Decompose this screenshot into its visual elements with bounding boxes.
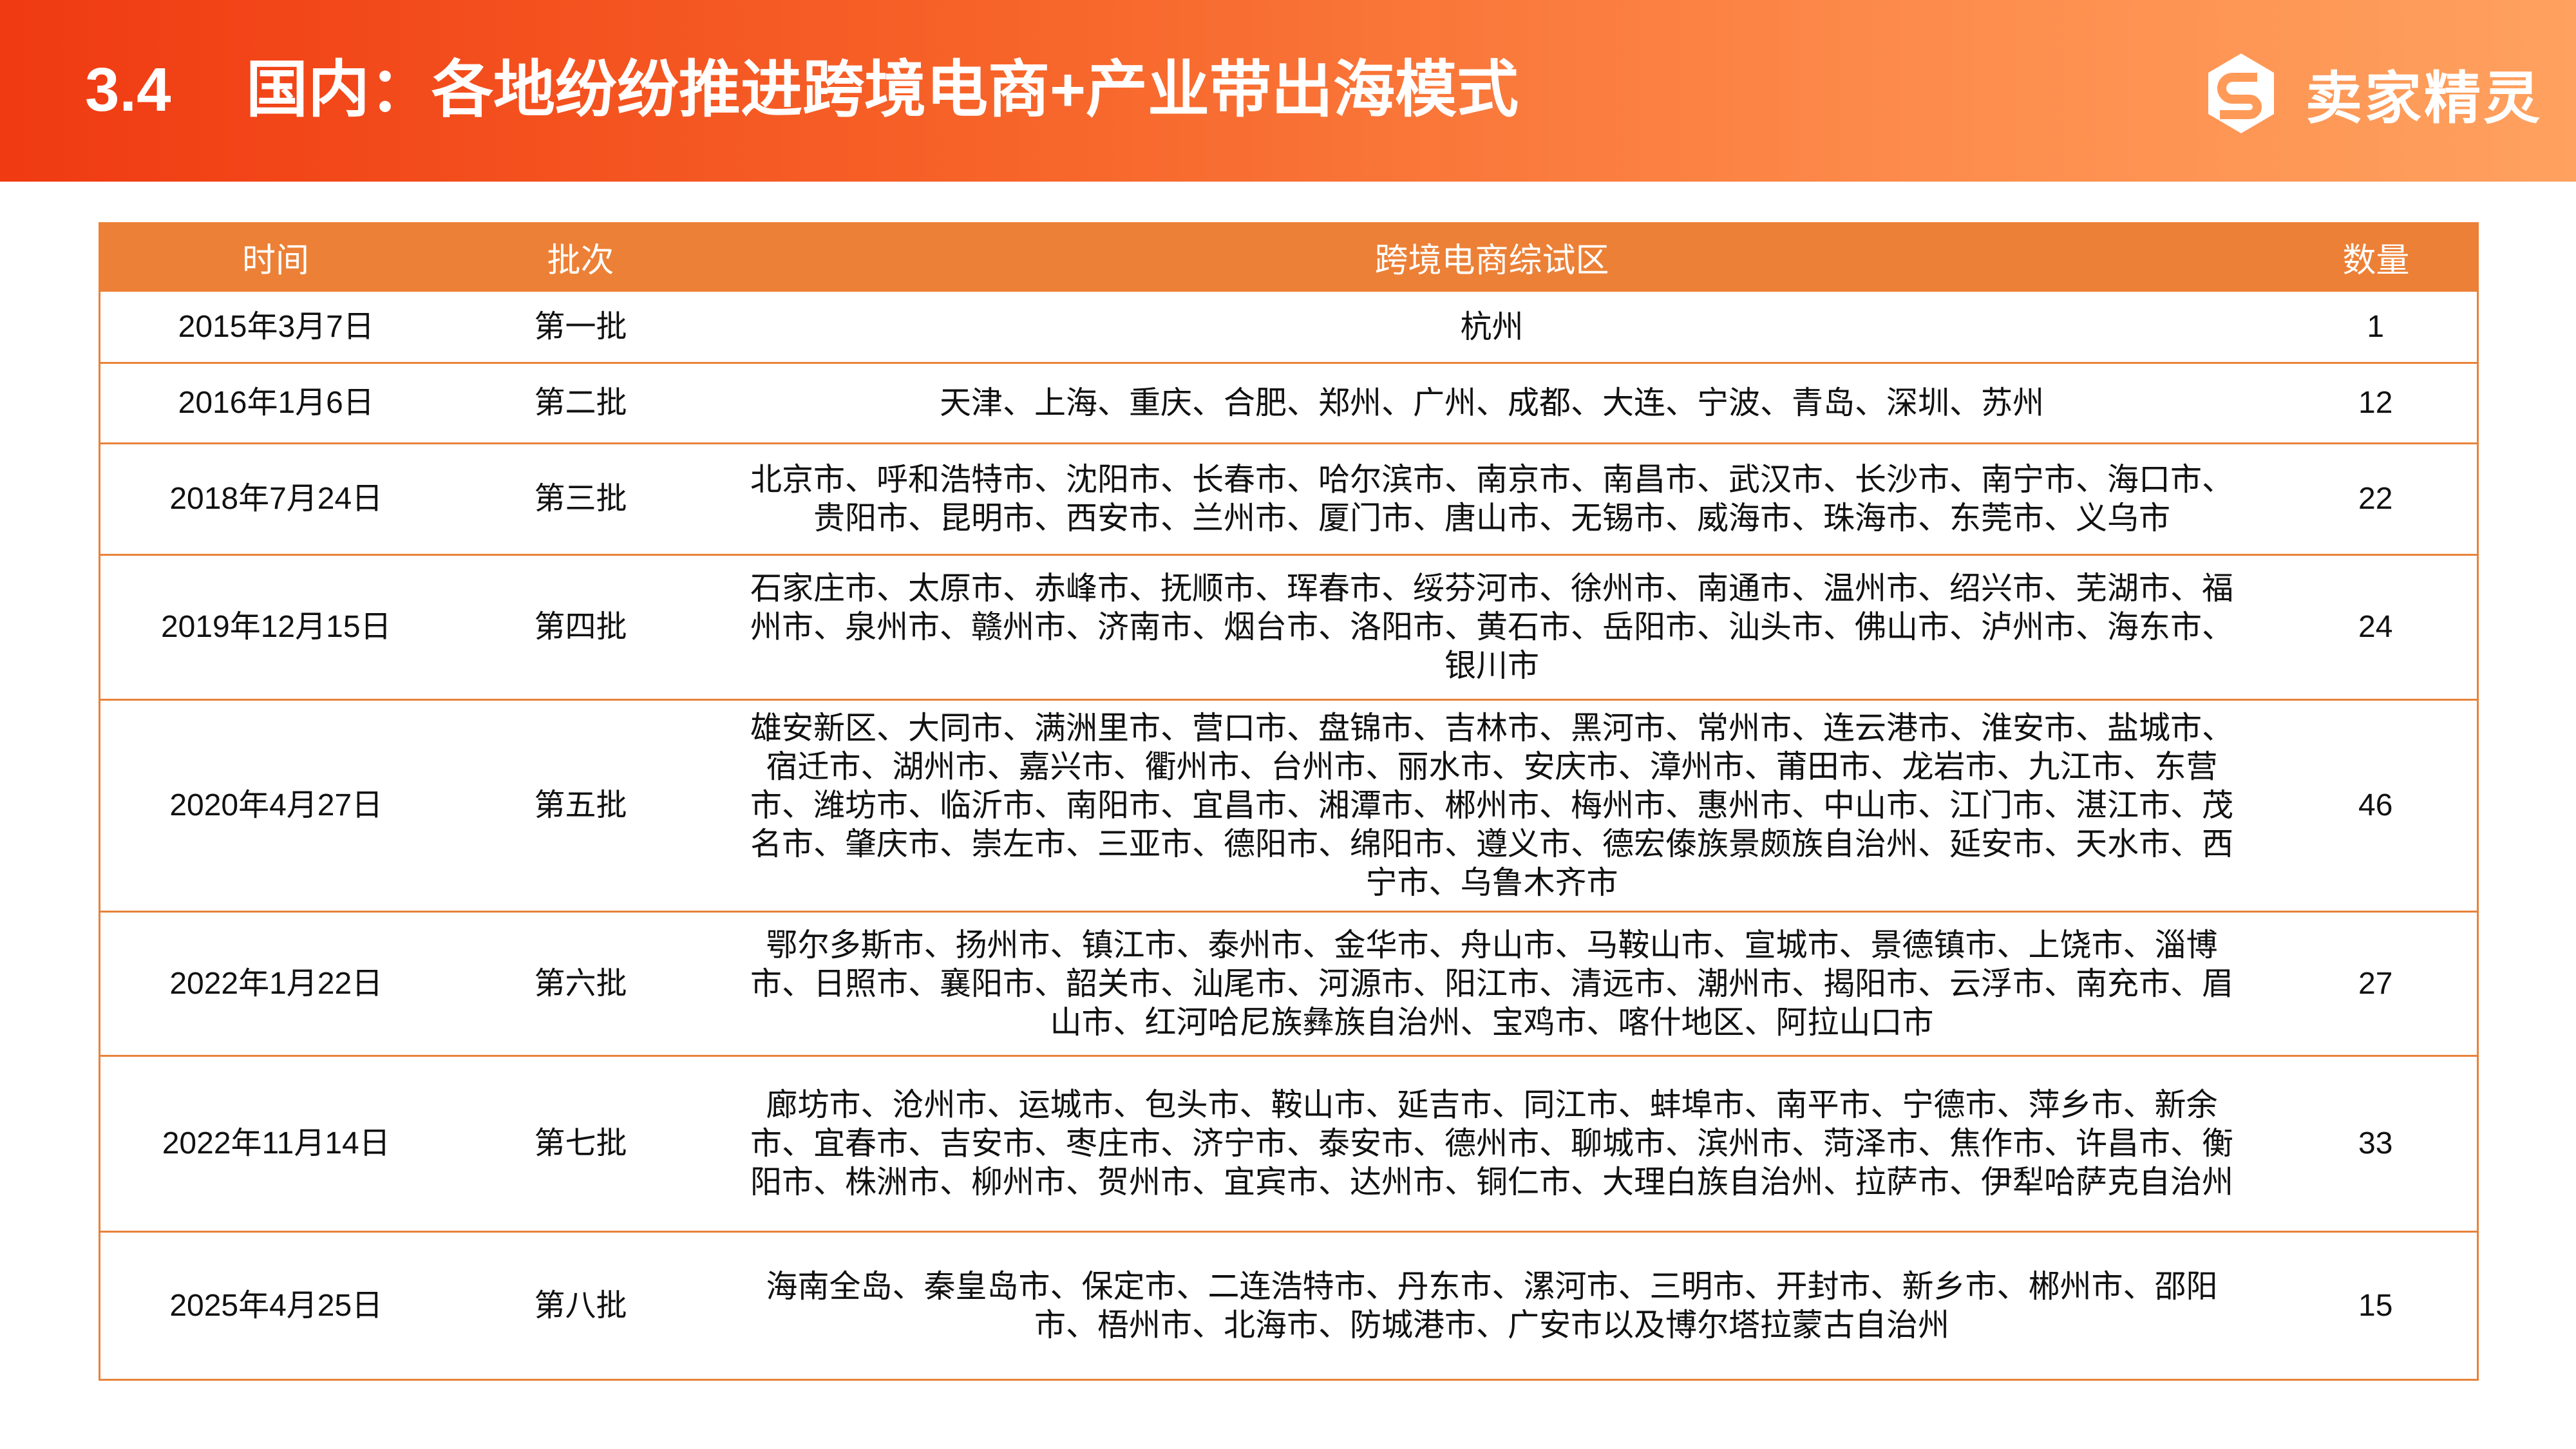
title-text: 国内：各地纷纷推进跨境电商+产业带出海模式 <box>246 55 1519 124</box>
date-cell: 2020年4月27日 <box>99 699 452 913</box>
count-cell: 22 <box>2274 442 2479 556</box>
zones-text: 海南全岛、秦皇岛市、保定市、二连浩特市、丹东市、漯河市、三明市、开封市、新乡市、… <box>766 1269 2218 1343</box>
count-cell: 24 <box>2274 554 2479 701</box>
zones-cell: 天津、上海、重庆、合肥、郑州、广州、成都、大连、宁波、青岛、深圳、苏州 <box>709 362 2275 444</box>
zones-cell: 鄂尔多斯市、扬州市、镇江市、泰州市、金华市、舟山市、马鞍山市、宣城市、景德镇市、… <box>709 911 2275 1057</box>
table-row: 2018年7月24日 第三批 北京市、呼和浩特市、沈阳市、长春市、哈尔滨市、南京市、… <box>99 442 2479 556</box>
date-cell: 2016年1月6日 <box>99 362 452 444</box>
batch-cell: 第八批 <box>451 1231 710 1381</box>
date-cell: 2025年4月25日 <box>99 1231 452 1381</box>
pilot-zones-table: 时间 批次 跨境电商综试区 数量 2015年3月7日 第一批 杭州 1 2016年1月6… <box>99 222 2479 1381</box>
page-title: 3.4 国内：各地纷纷推进跨境电商+产业带出海模式 <box>85 52 1519 129</box>
count-cell: 1 <box>2274 290 2479 364</box>
zones-text: 雄安新区、大同市、满洲里市、营口市、盘锦市、吉林市、黑河市、常州市、连云港市、淮… <box>750 711 2233 900</box>
table-row: 2025年4月25日 第八批 海南全岛、秦皇岛市、保定市、二连浩特市、丹东市、漯河市… <box>99 1231 2479 1381</box>
table-row: 2020年4月27日 第五批 雄安新区、大同市、满洲里市、营口市、盘锦市、吉林市、黑… <box>99 699 2479 913</box>
zones-cell: 杭州 <box>709 290 2275 364</box>
column-header-batch: 批次 <box>451 222 710 292</box>
batch-cell: 第六批 <box>451 911 710 1057</box>
zones-cell: 北京市、呼和浩特市、沈阳市、长春市、哈尔滨市、南京市、南昌市、武汉市、长沙市、南… <box>709 442 2275 556</box>
zones-cell: 石家庄市、太原市、赤峰市、抚顺市、珲春市、绥芬河市、徐州市、南通市、温州市、绍兴… <box>709 554 2275 701</box>
table-header-row: 时间 批次 跨境电商综试区 数量 <box>99 222 2479 292</box>
date-cell: 2015年3月7日 <box>99 290 452 364</box>
count-cell: 15 <box>2274 1231 2479 1381</box>
batch-cell: 第一批 <box>451 290 710 364</box>
zones-text: 北京市、呼和浩特市、沈阳市、长春市、哈尔滨市、南京市、南昌市、武汉市、长沙市、南… <box>750 462 2233 536</box>
date-cell: 2019年12月15日 <box>99 554 452 701</box>
zones-text: 廊坊市、沧州市、运城市、包头市、鞍山市、延吉市、同江市、蚌埠市、南平市、宁德市、… <box>750 1088 2233 1200</box>
count-cell: 12 <box>2274 362 2479 444</box>
batch-cell: 第五批 <box>451 699 710 913</box>
count-cell: 46 <box>2274 699 2479 913</box>
table-row: 2022年11月14日 第七批 廊坊市、沧州市、运城市、包头市、鞍山市、延吉市、同江… <box>99 1055 2479 1233</box>
logo-text: 卖家精灵 <box>2306 66 2543 130</box>
zones-cell: 廊坊市、沧州市、运城市、包头市、鞍山市、延吉市、同江市、蚌埠市、南平市、宁德市、… <box>709 1055 2275 1233</box>
column-header-zones: 跨境电商综试区 <box>708 222 2275 292</box>
zones-cell: 海南全岛、秦皇岛市、保定市、二连浩特市、丹东市、漯河市、三明市、开封市、新乡市、… <box>709 1231 2275 1381</box>
zones-cell: 雄安新区、大同市、满洲里市、营口市、盘锦市、吉林市、黑河市、常州市、连云港市、淮… <box>709 699 2275 913</box>
date-cell: 2022年1月22日 <box>99 911 452 1057</box>
table-row: 2019年12月15日 第四批 石家庄市、太原市、赤峰市、抚顺市、珲春市、绥芬河市、… <box>99 554 2479 701</box>
zones-text: 天津、上海、重庆、合肥、郑州、广州、成都、大连、宁波、青岛、深圳、苏州 <box>939 386 2044 421</box>
count-cell: 27 <box>2274 911 2479 1057</box>
column-header-count: 数量 <box>2273 222 2479 292</box>
zones-text: 石家庄市、太原市、赤峰市、抚顺市、珲春市、绥芬河市、徐州市、南通市、温州市、绍兴… <box>750 571 2233 683</box>
section-number: 3.4 <box>85 55 171 124</box>
batch-cell: 第七批 <box>451 1055 710 1233</box>
batch-cell: 第二批 <box>451 362 710 444</box>
date-cell: 2018年7月24日 <box>99 442 452 556</box>
table-row: 2015年3月7日 第一批 杭州 1 <box>99 290 2479 364</box>
count-cell: 33 <box>2274 1055 2479 1233</box>
batch-cell: 第三批 <box>451 442 710 556</box>
brand-logo: 卖家精灵 <box>2206 48 2543 138</box>
table-row: 2022年1月22日 第六批 鄂尔多斯市、扬州市、镇江市、泰州市、金华市、舟山市、马… <box>99 911 2479 1057</box>
header-bar: 3.4 国内：各地纷纷推进跨境电商+产业带出海模式 卖家精灵 <box>0 0 2576 182</box>
zones-text: 鄂尔多斯市、扬州市、镇江市、泰州市、金华市、舟山市、马鞍山市、宣城市、景德镇市、… <box>750 927 2233 1040</box>
table-row: 2016年1月6日 第二批 天津、上海、重庆、合肥、郑州、广州、成都、大连、宁波、青… <box>99 362 2479 444</box>
hexagon-s-logo-icon <box>2208 53 2274 133</box>
batch-cell: 第四批 <box>451 554 710 701</box>
zones-text: 杭州 <box>1460 309 1524 345</box>
date-cell: 2022年11月14日 <box>99 1055 452 1233</box>
column-header-time: 时间 <box>99 222 453 292</box>
